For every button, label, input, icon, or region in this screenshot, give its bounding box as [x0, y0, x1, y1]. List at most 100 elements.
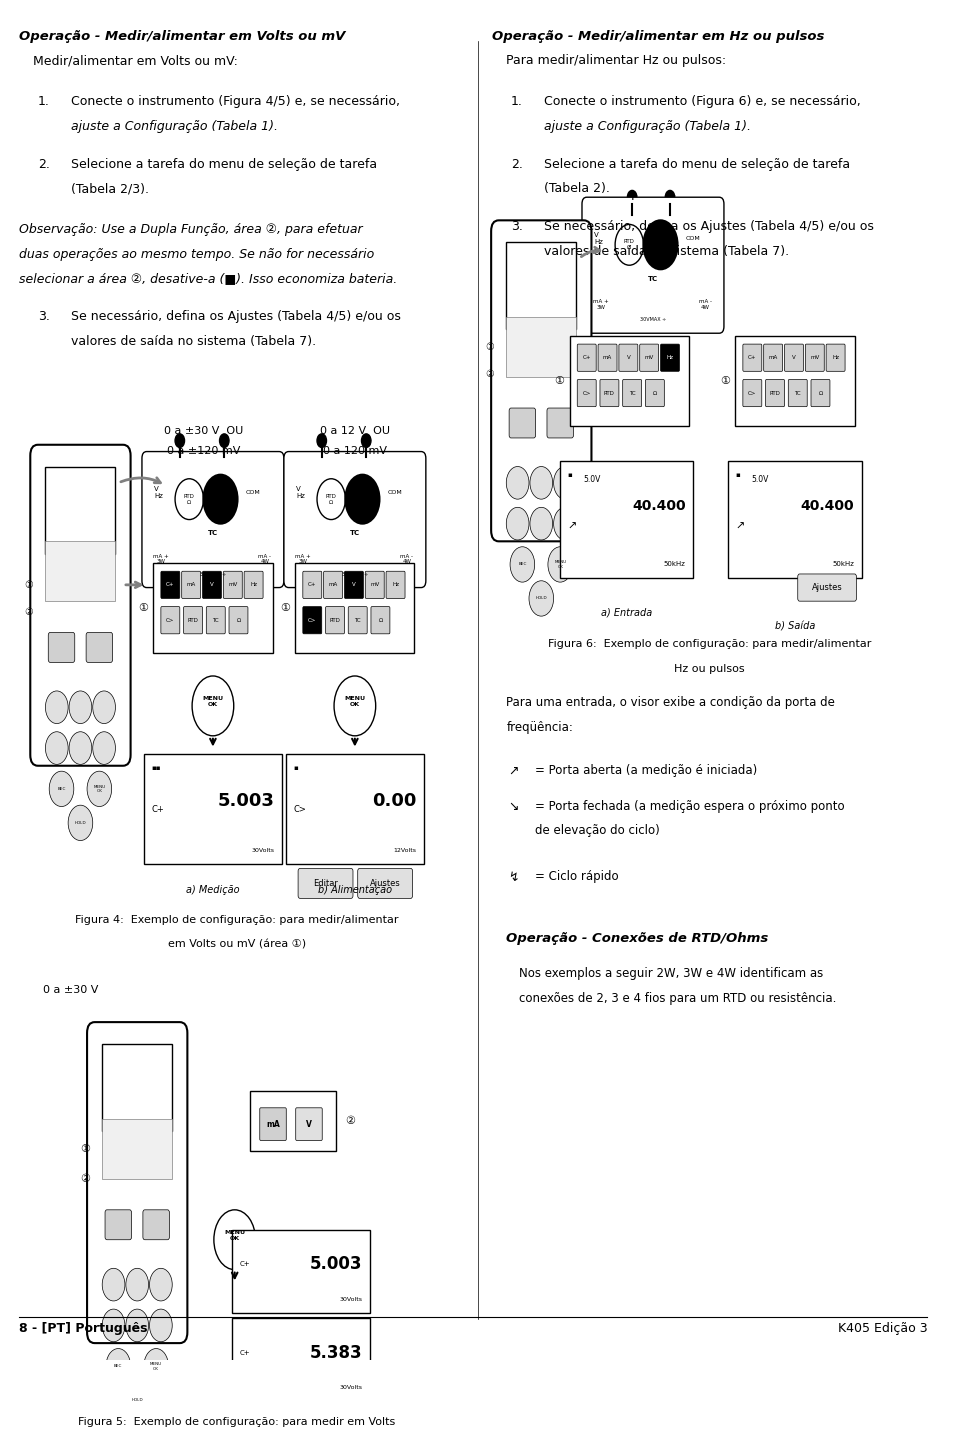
Text: mA +
3W: mA + 3W [593, 299, 609, 310]
Text: −: − [219, 434, 230, 448]
Text: Figura 6:  Exemplo de configuração: para medir/alimentar: Figura 6: Exemplo de configuração: para … [548, 639, 872, 650]
FancyBboxPatch shape [509, 408, 536, 438]
Text: Nos exemplos a seguir 2W, 3W e 4W identificam as: Nos exemplos a seguir 2W, 3W e 4W identi… [518, 967, 823, 980]
Text: duas operações ao mesmo tempo. Se não for necessário: duas operações ao mesmo tempo. Se não fo… [19, 247, 374, 260]
FancyBboxPatch shape [251, 1092, 336, 1151]
FancyBboxPatch shape [660, 343, 680, 371]
Text: MENU
OK: MENU OK [93, 785, 106, 793]
FancyBboxPatch shape [371, 606, 390, 634]
Circle shape [192, 675, 233, 736]
Text: BEC: BEC [518, 562, 526, 566]
Text: ①: ① [554, 376, 564, 385]
FancyBboxPatch shape [105, 1210, 132, 1240]
Circle shape [643, 220, 678, 269]
Text: C>: C> [748, 391, 756, 395]
Text: MENU
OK: MENU OK [150, 1362, 162, 1371]
Text: Operação - Medir/alimentar em Volts ou mV: Operação - Medir/alimentar em Volts ou m… [19, 30, 346, 43]
Text: Observação: Use a Dupla Função, área ②, para efetuar: Observação: Use a Dupla Função, área ②, … [19, 223, 363, 236]
FancyBboxPatch shape [45, 467, 115, 553]
FancyBboxPatch shape [284, 451, 426, 588]
FancyBboxPatch shape [142, 451, 284, 588]
Text: ①: ① [138, 604, 148, 614]
FancyBboxPatch shape [161, 572, 180, 598]
Text: 0 a ±30 V  OU: 0 a ±30 V OU [164, 425, 243, 435]
FancyBboxPatch shape [582, 197, 724, 333]
Text: 5.003: 5.003 [310, 1256, 363, 1273]
Circle shape [530, 467, 553, 499]
FancyBboxPatch shape [296, 563, 415, 652]
Text: ajuste a Configuração (Tabela 1).: ajuste a Configuração (Tabela 1). [71, 119, 278, 132]
FancyBboxPatch shape [87, 1022, 187, 1344]
Circle shape [93, 691, 115, 724]
Text: −: − [360, 434, 372, 448]
Text: mA -
4W: mA - 4W [258, 553, 272, 565]
FancyBboxPatch shape [232, 1230, 370, 1312]
Text: mA: mA [186, 582, 196, 588]
Circle shape [125, 1382, 150, 1418]
Text: 40.400: 40.400 [801, 499, 854, 513]
FancyBboxPatch shape [232, 1318, 370, 1401]
Text: freqüência:: freqüência: [506, 721, 573, 734]
FancyBboxPatch shape [302, 606, 322, 634]
Text: 5.0V: 5.0V [752, 474, 769, 484]
Circle shape [554, 507, 576, 540]
Text: valores de saída no sistema (Tabela 7).: valores de saída no sistema (Tabela 7). [544, 244, 789, 257]
Circle shape [175, 479, 204, 520]
FancyBboxPatch shape [348, 606, 367, 634]
Circle shape [175, 434, 184, 447]
FancyBboxPatch shape [743, 379, 762, 407]
Text: V: V [627, 355, 630, 361]
Text: −: − [664, 190, 676, 203]
FancyBboxPatch shape [547, 408, 573, 438]
Circle shape [554, 467, 576, 499]
FancyBboxPatch shape [506, 318, 576, 376]
FancyBboxPatch shape [623, 379, 641, 407]
FancyBboxPatch shape [181, 572, 201, 598]
Text: b) Alimentação: b) Alimentação [318, 885, 392, 895]
FancyBboxPatch shape [577, 379, 596, 407]
FancyBboxPatch shape [286, 754, 424, 864]
Text: BEC: BEC [58, 787, 65, 790]
Text: 0 a ±120 mV: 0 a ±120 mV [167, 445, 240, 456]
Circle shape [665, 191, 675, 204]
Text: Operação - Conexões de RTD/Ohms: Operação - Conexões de RTD/Ohms [506, 931, 769, 944]
Text: conexões de 2, 3 e 4 fios para um RTD ou resistência.: conexões de 2, 3 e 4 fios para um RTD ou… [518, 992, 836, 1004]
FancyBboxPatch shape [86, 632, 112, 662]
FancyBboxPatch shape [729, 461, 862, 578]
Circle shape [49, 772, 74, 806]
Text: Para uma entrada, o visor exibe a condição da porta de: Para uma entrada, o visor exibe a condiç… [506, 697, 835, 710]
Text: 30VMAX ÷: 30VMAX ÷ [639, 318, 666, 322]
Circle shape [530, 507, 553, 540]
Circle shape [102, 1269, 125, 1300]
Text: Ω: Ω [819, 391, 823, 395]
Text: MENU
OK: MENU OK [345, 697, 366, 707]
Text: Ω: Ω [236, 618, 241, 622]
Text: TC: TC [629, 391, 636, 395]
Text: 50kHz: 50kHz [832, 562, 854, 568]
Text: = Porta fechada (a medição espera o próximo ponto: = Porta fechada (a medição espera o próx… [535, 800, 844, 813]
Text: ▪: ▪ [735, 471, 740, 479]
Text: RTD: RTD [604, 391, 614, 395]
Text: ▪: ▪ [567, 471, 572, 479]
FancyBboxPatch shape [735, 336, 854, 425]
Text: 40.400: 40.400 [632, 499, 685, 513]
FancyBboxPatch shape [102, 1043, 172, 1131]
Circle shape [150, 1269, 172, 1300]
Text: Hz: Hz [666, 355, 674, 361]
Text: mA +
3W: mA + 3W [295, 553, 311, 565]
Text: 2.: 2. [37, 158, 50, 171]
Text: Ω: Ω [653, 391, 657, 395]
Text: 5.383: 5.383 [310, 1344, 363, 1362]
FancyBboxPatch shape [492, 220, 591, 542]
FancyBboxPatch shape [224, 572, 242, 598]
Text: 0 a 120 mV: 0 a 120 mV [323, 445, 387, 456]
FancyBboxPatch shape [639, 343, 659, 371]
Text: 30Volts: 30Volts [340, 1296, 363, 1302]
Text: 2.: 2. [511, 158, 523, 171]
FancyBboxPatch shape [203, 572, 222, 598]
Circle shape [362, 434, 371, 447]
Text: ▪▪: ▪▪ [152, 764, 161, 772]
Text: C>: C> [583, 391, 591, 395]
Text: em Volts ou mV (área ①): em Volts ou mV (área ①) [167, 940, 305, 950]
Text: HOLD: HOLD [75, 821, 86, 825]
